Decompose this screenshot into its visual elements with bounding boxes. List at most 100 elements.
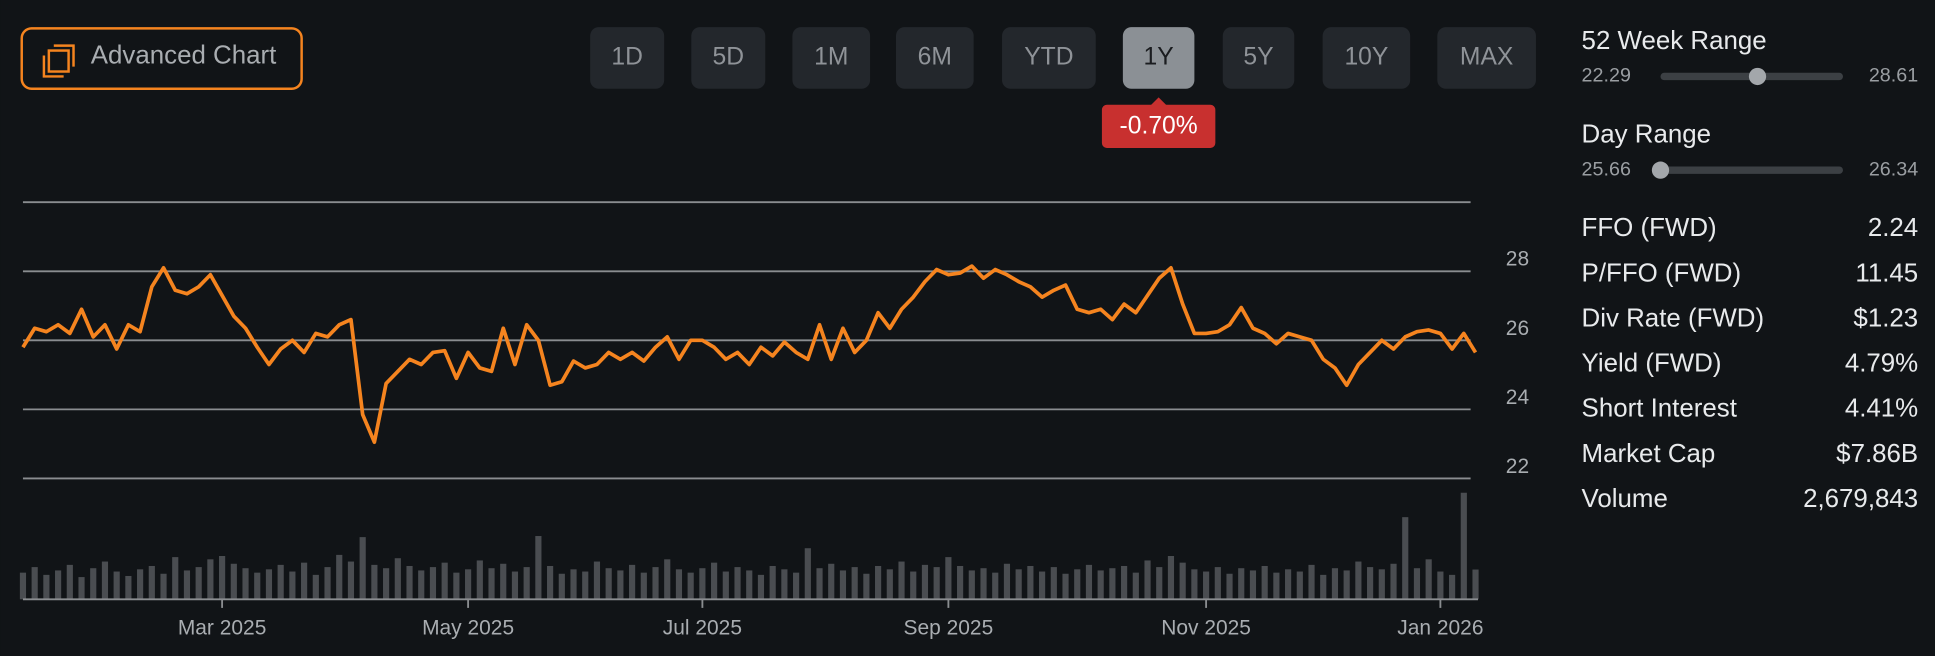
volume-bar — [125, 575, 132, 600]
volume-bar — [722, 571, 729, 600]
volume-bar — [406, 565, 413, 600]
volume-bar — [371, 564, 378, 600]
y-tick-label: 28 — [1506, 248, 1529, 271]
range-high: 28.61 — [1869, 65, 1918, 87]
volume-bar — [148, 565, 155, 600]
stat-label: FFO (FWD) — [1582, 214, 1717, 242]
range-high: 26.34 — [1869, 158, 1918, 180]
button-bg — [792, 27, 871, 89]
volume-bar — [1144, 560, 1151, 600]
volume-bar — [137, 569, 144, 600]
volume-bar — [980, 568, 987, 600]
button-label: 1Y — [1144, 43, 1174, 70]
stat-value: 4.41% — [1845, 395, 1918, 423]
volume-bar — [1003, 563, 1011, 600]
volume-bar — [851, 567, 858, 600]
volume-bar — [910, 571, 917, 600]
stat-label: Short Interest — [1582, 395, 1737, 423]
volume-bar — [1167, 555, 1175, 600]
volume-bar — [277, 564, 284, 600]
stat-value: $7.86B — [1836, 440, 1918, 468]
volume-bar — [863, 573, 870, 600]
range-button[interactable]: YTD — [1002, 27, 1096, 89]
button-label: YTD — [1024, 43, 1073, 70]
stat-label: Yield (FWD) — [1582, 350, 1722, 378]
stat-value: 2,679,843 — [1803, 485, 1918, 513]
button-bg — [1437, 27, 1536, 89]
volume-bar — [19, 572, 27, 600]
advanced-chart-button[interactable]: Advanced Chart — [20, 27, 303, 91]
range-button[interactable]: 1D — [590, 27, 665, 89]
volume-bar — [652, 567, 659, 600]
volume-bar — [1378, 569, 1385, 600]
volume-bar — [898, 561, 905, 600]
volume-bar — [781, 569, 788, 600]
x-tick-label: May 2025 — [422, 616, 514, 639]
volume-bar — [511, 571, 519, 600]
volume-bar — [769, 565, 776, 600]
button-bg — [590, 27, 665, 89]
button-label: MAX — [1460, 43, 1513, 70]
volume-bar — [347, 561, 355, 600]
volume-bar — [1343, 570, 1350, 600]
volume-bar — [839, 570, 847, 600]
range-track — [1660, 166, 1843, 174]
range-button[interactable]: 1Y — [1122, 27, 1195, 89]
volume-bar — [582, 571, 589, 600]
volume-bar — [1285, 569, 1292, 600]
button-label: Advanced Chart — [91, 42, 277, 70]
volume-bar — [746, 570, 753, 600]
volume-bar — [1296, 571, 1303, 600]
volume-bar — [429, 567, 437, 600]
range-button[interactable]: 10Y — [1322, 27, 1411, 89]
volume-bar — [359, 537, 366, 600]
volume-bar — [301, 562, 308, 600]
volume-bar — [289, 571, 296, 600]
volume-bar — [1390, 563, 1397, 600]
range-button[interactable]: 6M — [895, 27, 974, 89]
volume-bar — [195, 567, 202, 600]
volume-bar — [933, 567, 940, 600]
volume-bar — [500, 563, 507, 600]
volume-bar — [1437, 571, 1444, 600]
volume-bar — [1039, 571, 1046, 600]
volume-bar — [1179, 562, 1186, 600]
range-low: 22.29 — [1582, 65, 1631, 87]
volume-bar — [78, 577, 85, 600]
volume-bar — [992, 572, 999, 600]
volume-bar — [757, 574, 765, 600]
volume-bar — [336, 554, 343, 600]
volume-bar — [957, 565, 964, 600]
y-tick-label: 24 — [1506, 386, 1530, 409]
volume-bar — [921, 564, 929, 600]
volume-bar — [441, 562, 448, 600]
volume-bar — [1050, 567, 1057, 600]
volume-bar — [547, 565, 554, 600]
volume-bar — [55, 570, 62, 600]
volume-bar — [886, 569, 893, 600]
range-button[interactable]: 5Y — [1222, 27, 1295, 89]
volume-bar — [43, 574, 50, 600]
volume-bar — [1273, 572, 1280, 600]
icon — [47, 49, 70, 73]
volume-bar — [629, 564, 636, 600]
volume-bar — [1191, 569, 1198, 600]
button-label: 5Y — [1243, 43, 1273, 70]
volume-bar — [1355, 561, 1362, 600]
range-button[interactable]: 1M — [792, 27, 871, 89]
range-button[interactable]: 5D — [691, 27, 766, 89]
volume-bar — [1015, 569, 1022, 600]
button-bg — [1002, 27, 1096, 89]
volume-bar — [242, 568, 249, 600]
stat-value: 11.45 — [1855, 259, 1918, 287]
volume-bar — [1413, 568, 1421, 600]
volume-bar — [1460, 492, 1467, 600]
y-tick-label: 22 — [1506, 455, 1529, 478]
volume-bar — [828, 563, 835, 600]
volume-bar — [945, 557, 952, 600]
range-button[interactable]: MAX — [1437, 27, 1536, 89]
volume-bar — [113, 571, 120, 600]
y-tick-label: 26 — [1506, 317, 1529, 340]
volume-bar — [1156, 567, 1163, 600]
